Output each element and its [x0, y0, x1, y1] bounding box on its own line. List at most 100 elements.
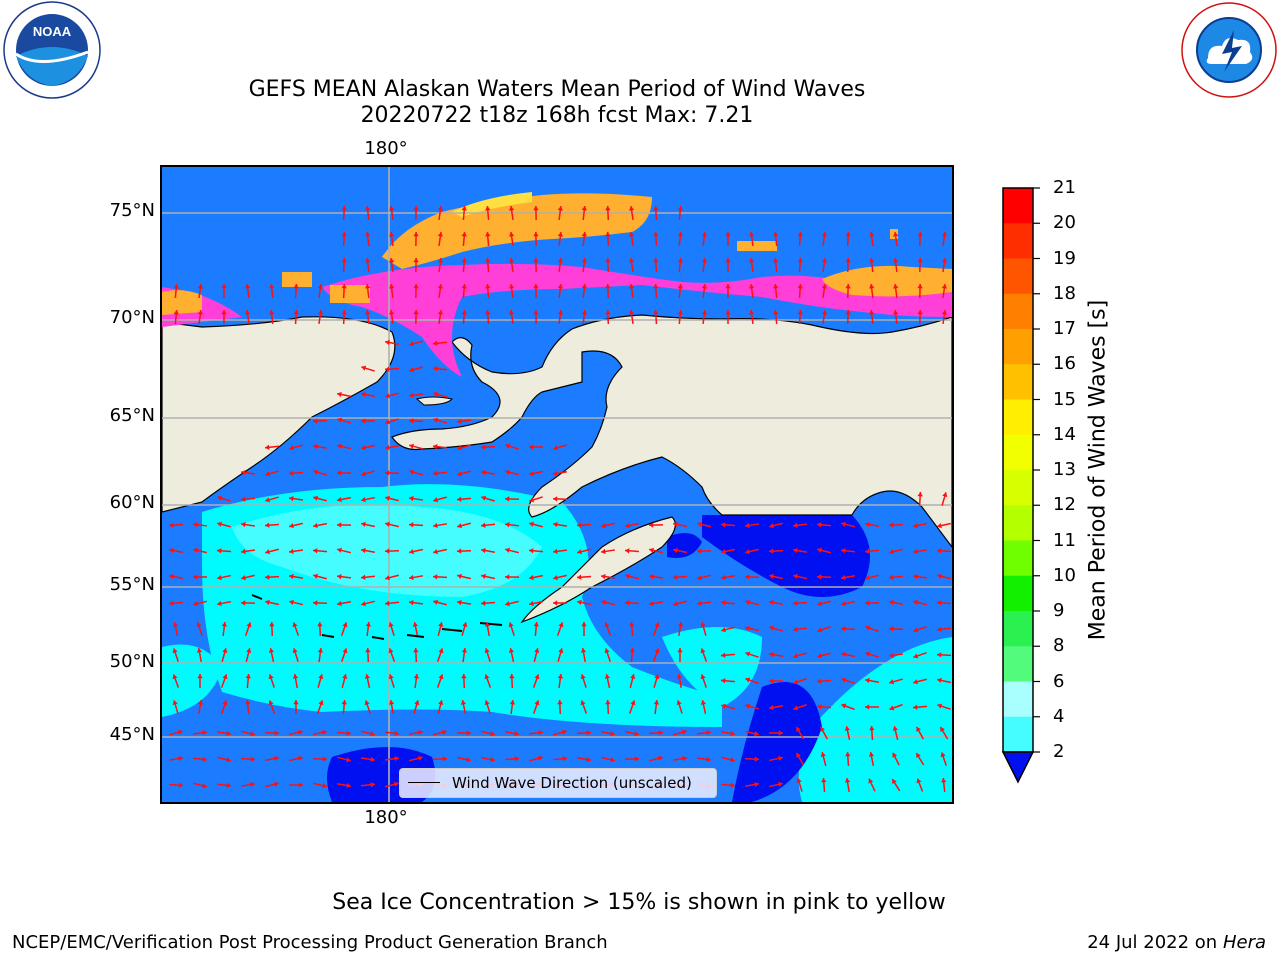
- legend-line-sample: [408, 782, 440, 783]
- wave-direction-arrowhead: [577, 574, 582, 580]
- wave-direction-arrowhead: [534, 700, 540, 706]
- wave-direction-arrowhead: [817, 547, 822, 553]
- wave-direction-arrowhead: [409, 522, 414, 528]
- wave-direction-arrowhead: [461, 258, 467, 263]
- wave-direction-arrowhead: [442, 729, 447, 735]
- wave-direction-arrowhead: [580, 700, 586, 706]
- wave-direction-arrowhead: [653, 206, 659, 211]
- wave-direction-arrowhead: [917, 492, 923, 497]
- wave-direction-arrowhead: [317, 284, 324, 289]
- wave-direction-arrowhead: [745, 651, 751, 657]
- wave-direction-arrowhead: [581, 258, 587, 263]
- wave-direction-arrowhead: [313, 522, 318, 529]
- wave-direction-arrowhead: [337, 391, 342, 398]
- colorbar-tick-label: 12: [1053, 494, 1076, 516]
- wave-direction-arrowhead: [172, 674, 178, 680]
- colorbar-block: [1003, 716, 1033, 753]
- wave-direction-arrowhead: [721, 522, 726, 528]
- wave-direction-arrowhead: [481, 469, 486, 476]
- wave-direction-arrowhead: [485, 284, 491, 289]
- wave-direction-arrowhead: [337, 574, 342, 580]
- wave-direction-arrowhead: [529, 548, 534, 554]
- sea-ice-north-orange: [452, 192, 532, 217]
- wave-direction-arrowhead: [364, 700, 370, 706]
- wave-direction-arrowhead: [202, 783, 207, 789]
- wave-direction-arrowhead: [346, 782, 351, 789]
- land-alaska: [391, 314, 952, 548]
- wave-direction-arrowhead: [797, 232, 803, 237]
- wave-direction-arrowhead: [649, 522, 654, 528]
- wave-direction-arrowhead: [557, 232, 564, 237]
- wave-direction-arrowhead: [820, 726, 826, 732]
- wave-direction-arrowhead: [677, 622, 684, 627]
- wave-direction-arrowhead: [245, 674, 251, 679]
- wave-direction-arrowhead: [226, 757, 231, 763]
- wave-direction-arrowhead: [409, 418, 414, 424]
- wave-direction-arrowhead: [721, 600, 726, 606]
- wave-direction-arrowhead: [409, 469, 415, 475]
- wave-direction-arrowhead: [172, 622, 179, 627]
- colorbar-block: [1003, 223, 1033, 259]
- wave-direction-arrowhead: [274, 730, 279, 736]
- wave-direction-arrowhead: [313, 495, 318, 501]
- wave-direction-arrowhead: [581, 622, 587, 627]
- wave-direction-arrowhead: [793, 547, 798, 554]
- wave-direction-arrowhead: [289, 573, 294, 580]
- wave-direction-arrowhead: [697, 600, 702, 606]
- wave-direction-arrowhead: [250, 781, 255, 788]
- wave-direction-arrowhead: [558, 622, 564, 628]
- wave-direction-arrowhead: [721, 548, 726, 555]
- wave-direction-arrowhead: [505, 443, 511, 449]
- wave-direction-arrowhead: [172, 648, 178, 654]
- wave-direction-arrowhead: [557, 310, 564, 315]
- wave-direction-arrowhead: [413, 310, 419, 315]
- wave-direction-arrowhead: [298, 729, 303, 736]
- wave-direction-arrowhead: [937, 652, 942, 658]
- wave-direction-arrowhead: [274, 781, 279, 787]
- wave-direction-arrowhead: [941, 310, 948, 315]
- wave-direction-arrowhead: [337, 443, 342, 449]
- wave-direction-arrowhead: [202, 756, 207, 762]
- wave-direction-arrowhead: [533, 310, 539, 315]
- wave-direction-arrowhead: [745, 703, 751, 709]
- wave-direction-arrowhead: [865, 651, 871, 657]
- wave-direction-arrowhead: [913, 599, 918, 605]
- wave-direction-arrowhead: [385, 444, 390, 451]
- wave-direction-arrowhead: [409, 341, 415, 347]
- wave-direction-arrowhead: [748, 284, 755, 289]
- wave-direction-arrowhead: [557, 700, 563, 705]
- wave-direction-arrowhead: [917, 310, 923, 315]
- wave-direction-arrowhead: [793, 653, 799, 659]
- wave-direction-arrowhead: [553, 445, 559, 451]
- wave-direction-arrowhead: [196, 648, 203, 653]
- sea-ice-note: Sea Ice Concentration > 15% is shown in …: [332, 890, 946, 915]
- colorbar-tick-label: 16: [1053, 353, 1076, 375]
- wave-direction-arrowhead: [265, 497, 271, 503]
- wave-direction-arrowhead: [457, 445, 463, 451]
- wave-direction-arrowhead: [796, 752, 801, 758]
- wave-direction-arrowhead: [841, 626, 846, 632]
- wave-direction-arrowhead: [820, 752, 826, 757]
- lat-label-75: 75°N: [109, 200, 155, 221]
- wave-direction-arrowhead: [217, 521, 222, 527]
- colorbar-block: [1003, 188, 1033, 224]
- wave-direction-arrowhead: [865, 521, 870, 528]
- colorbar-block: [1003, 293, 1033, 330]
- wave-direction-arrowhead: [529, 521, 534, 527]
- wave-direction-arrowhead: [413, 284, 419, 289]
- wave-direction-arrowhead: [754, 756, 759, 762]
- colorbar-tick-label: 6: [1053, 670, 1065, 692]
- wave-direction-arrowhead: [677, 232, 683, 237]
- wave-direction-arrowhead: [534, 674, 540, 680]
- wave-direction-arrowhead: [438, 674, 444, 680]
- land-chukotka: [162, 316, 396, 513]
- wave-direction-arrowhead: [940, 726, 945, 732]
- colorbar-tick-label: 17: [1053, 318, 1076, 339]
- wave-direction-arrowhead: [701, 258, 708, 263]
- wave-direction-arrowhead: [341, 232, 347, 237]
- wave-direction-arrowhead: [673, 521, 678, 528]
- wave-direction-arrowhead: [841, 677, 847, 683]
- wave-direction-arrowhead: [538, 730, 543, 736]
- colorbar-tick-label: 4: [1053, 705, 1065, 727]
- wave-direction-arrowhead: [322, 756, 327, 762]
